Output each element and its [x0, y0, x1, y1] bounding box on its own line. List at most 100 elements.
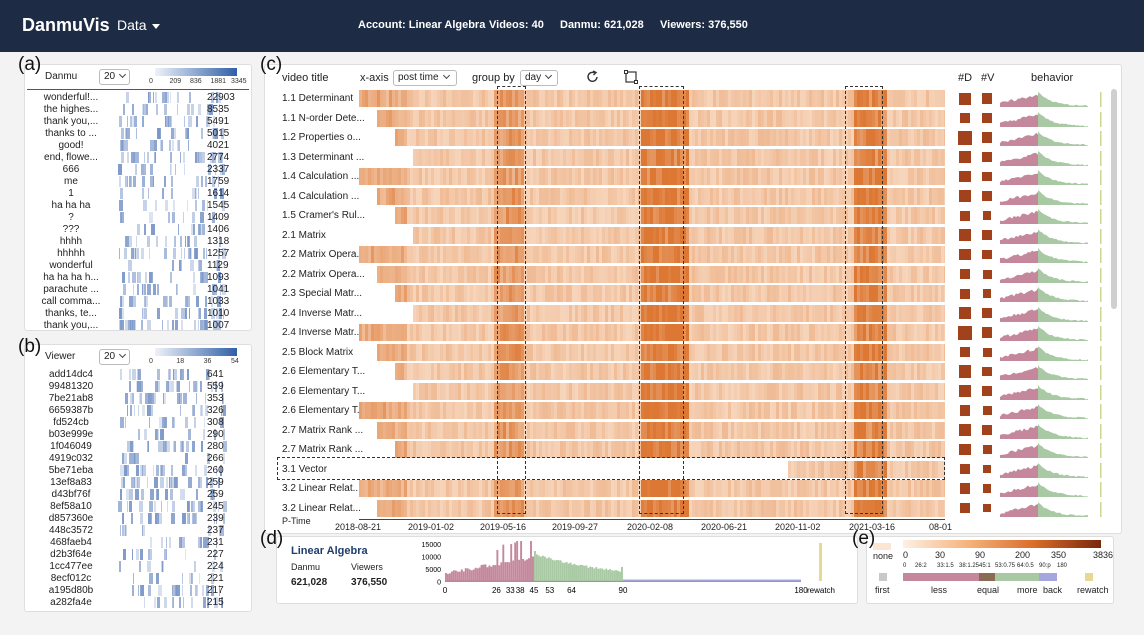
video-row[interactable]: 2.3 Special Matr... [265, 284, 1115, 303]
col-d-header[interactable]: #D [958, 72, 973, 84]
list-item[interactable]: the highes... 8535 [25, 104, 251, 116]
list-item[interactable]: ??? 1406 [25, 224, 251, 236]
heat-cell [623, 324, 626, 341]
video-row[interactable]: 2.6 Elementary T... [265, 362, 1115, 381]
list-item[interactable]: 6659387b 326 [25, 405, 251, 417]
heat-cell [890, 187, 893, 205]
col-v-header[interactable]: #V [981, 72, 995, 84]
heat-cell [650, 129, 653, 146]
video-row[interactable]: 1.4 Calculation ... [265, 167, 1115, 186]
heat-cell [866, 421, 869, 439]
heat-cell [413, 421, 416, 439]
video-row[interactable]: 2.4 Inverse Matr... [265, 304, 1115, 323]
list-item[interactable]: 448c3572 237 [25, 525, 251, 537]
video-row[interactable]: 1.4 Calculation ... [265, 187, 1115, 206]
video-row[interactable]: 2.6 Elementary T... [265, 382, 1115, 401]
list-item[interactable]: 13ef8a83 259 [25, 477, 251, 489]
list-item[interactable]: a195d80b 217 [25, 585, 251, 597]
data-menu-dropdown[interactable]: Data [117, 17, 160, 33]
list-item[interactable]: d43bf76f 259 [25, 489, 251, 501]
video-row[interactable]: 1.3 Determinant ... [265, 148, 1115, 167]
heat-cell [446, 265, 449, 283]
heat-cell [416, 109, 419, 127]
item-text: hhhhh [57, 248, 85, 259]
list-item[interactable]: ? 1409 [25, 212, 251, 224]
list-item[interactable]: 5be71eba 260 [25, 465, 251, 477]
heat-cell [449, 148, 452, 166]
brush-select-icon[interactable] [623, 69, 639, 85]
list-item[interactable]: thank you,... 5491 [25, 116, 251, 128]
list-item[interactable]: 8ecf012c 221 [25, 573, 251, 585]
list-item[interactable]: 4919c032 266 [25, 453, 251, 465]
list-item[interactable]: parachute ... 1041 [25, 284, 251, 296]
list-item[interactable]: d2b3f64e 227 [25, 549, 251, 561]
list-item[interactable]: wonderful 1129 [25, 260, 251, 272]
list-item[interactable]: fd524cb 308 [25, 417, 251, 429]
list-item[interactable]: end, flowe... 2774 [25, 152, 251, 164]
list-item[interactable]: hhhhh 1257 [25, 248, 251, 260]
video-row[interactable]: 2.5 Block Matrix [265, 343, 1115, 362]
viewer-count-select[interactable]: 20 [99, 349, 131, 365]
list-item[interactable]: 8ef58a10 245 [25, 501, 251, 513]
video-row[interactable]: 1.2 Properties o... [265, 128, 1115, 147]
video-row[interactable]: 2.1 Matrix [265, 226, 1115, 245]
heat-cell [926, 421, 929, 439]
heat-cell [512, 304, 515, 322]
video-row[interactable]: 2.2 Matrix Opera... [265, 265, 1115, 284]
list-item[interactable]: thanks to ... 5015 [25, 128, 251, 140]
video-row[interactable]: 2.4 Inverse Matr... [265, 323, 1115, 342]
video-row[interactable]: 2.6 Elementary T... [265, 401, 1115, 420]
video-row[interactable]: 2.2 Matrix Opera... [265, 245, 1115, 264]
heat-cell [902, 90, 905, 107]
heat-cell [908, 187, 911, 205]
heat-cell [779, 480, 782, 497]
list-item[interactable]: a282fa4e 215 [25, 597, 251, 609]
list-item[interactable]: 468faeb4 231 [25, 537, 251, 549]
heat-cell [566, 285, 569, 302]
heat-cell [371, 324, 374, 341]
heat-cell [590, 363, 593, 380]
heat-cell [596, 480, 599, 497]
xaxis-select[interactable]: post time [393, 70, 457, 86]
video-row[interactable]: 3.2 Linear Relat... [265, 479, 1115, 498]
heat-cell [539, 168, 542, 185]
heat-cell [836, 304, 839, 322]
list-item[interactable]: 1 1614 [25, 188, 251, 200]
list-item[interactable]: b03e999e 290 [25, 429, 251, 441]
list-item[interactable]: hhhh 1318 [25, 236, 251, 248]
danmu-count-select[interactable]: 20 [99, 69, 131, 85]
video-row[interactable]: 1.1 N-order Dete... [265, 109, 1115, 128]
list-item[interactable]: d857360e 239 [25, 513, 251, 525]
heat-cell [677, 441, 680, 458]
heat-cell [737, 109, 740, 127]
list-item[interactable]: good! 4021 [25, 140, 251, 152]
heat-cell [923, 246, 926, 263]
heat-cell [476, 265, 479, 283]
video-row[interactable]: 2.7 Matrix Rank ... [265, 421, 1115, 440]
list-item[interactable]: 1cc477ee 224 [25, 561, 251, 573]
list-item[interactable]: add14dc4 641 [25, 369, 251, 381]
heat-cell [392, 187, 395, 205]
video-row[interactable]: 1.1 Determinant [265, 89, 1115, 108]
heat-cell [818, 148, 821, 166]
video-row[interactable]: 3.1 Vector [265, 460, 1115, 479]
list-item[interactable]: 1f046049 280 [25, 441, 251, 453]
list-item[interactable]: call comma... 1033 [25, 296, 251, 308]
list-item[interactable]: 99481320 559 [25, 381, 251, 393]
groupby-select[interactable]: day [520, 70, 558, 86]
list-item[interactable]: 666 2337 [25, 164, 251, 176]
list-item[interactable]: me 1759 [25, 176, 251, 188]
heat-cell [476, 90, 479, 107]
list-item[interactable]: wonderful!... 22903 [25, 92, 251, 104]
heat-cell [770, 382, 773, 400]
heat-cell [788, 402, 791, 419]
list-item[interactable]: thanks, te... 1010 [25, 308, 251, 320]
heat-cell [503, 343, 506, 361]
list-item[interactable]: 7be21ab8 353 [25, 393, 251, 405]
list-item[interactable]: ha ha ha h... 1093 [25, 272, 251, 284]
list-item[interactable]: thank you,... 1007 [25, 320, 251, 330]
video-row[interactable]: 1.5 Cramer's Rul... [265, 206, 1115, 225]
refresh-icon[interactable] [585, 69, 601, 85]
video-row[interactable]: 3.2 Linear Relat... [265, 499, 1115, 518]
list-item[interactable]: ha ha ha 1545 [25, 200, 251, 212]
